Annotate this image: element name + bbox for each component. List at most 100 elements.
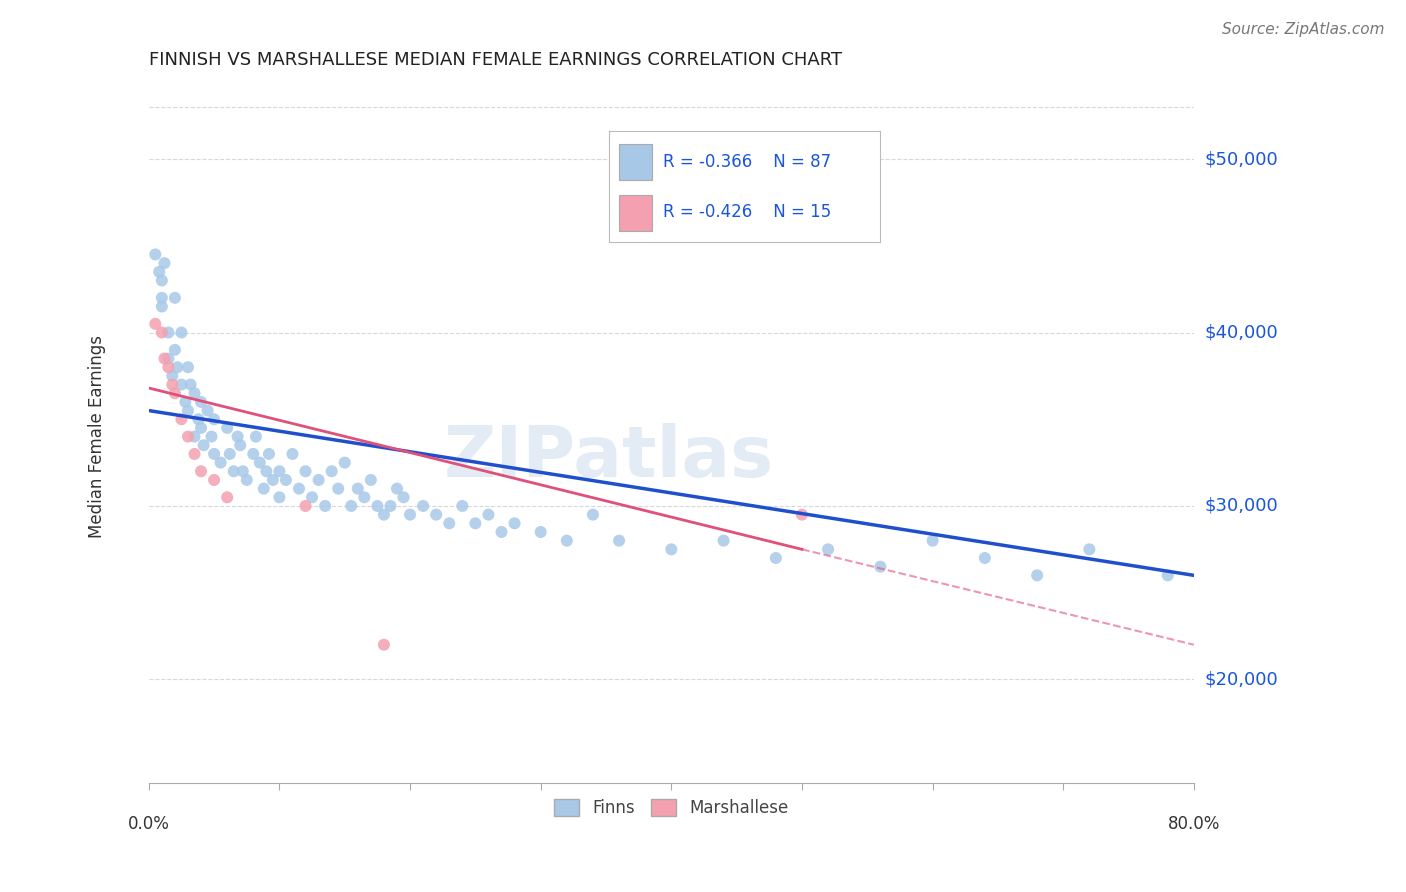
Point bbox=[150, 291, 173, 305]
Point bbox=[183, 386, 205, 401]
Point bbox=[180, 377, 202, 392]
Point bbox=[477, 508, 499, 522]
Point bbox=[412, 499, 434, 513]
Point bbox=[530, 524, 553, 539]
Point bbox=[183, 447, 205, 461]
Point bbox=[163, 343, 186, 357]
Point bbox=[229, 438, 252, 452]
Point bbox=[177, 429, 200, 443]
Point bbox=[174, 395, 197, 409]
Point bbox=[346, 482, 368, 496]
Point bbox=[177, 403, 200, 417]
Point bbox=[281, 447, 304, 461]
Point bbox=[294, 499, 316, 513]
Point bbox=[385, 482, 408, 496]
Point bbox=[314, 499, 336, 513]
Point bbox=[162, 368, 184, 383]
Point bbox=[150, 300, 173, 314]
Point bbox=[392, 491, 415, 505]
Point bbox=[380, 499, 402, 513]
Point bbox=[177, 360, 200, 375]
Point bbox=[582, 508, 605, 522]
Point bbox=[170, 412, 193, 426]
Text: $20,000: $20,000 bbox=[1205, 671, 1278, 689]
Point bbox=[288, 482, 311, 496]
Legend: Finns, Marshallese: Finns, Marshallese bbox=[547, 792, 796, 823]
Point bbox=[921, 533, 943, 548]
Point bbox=[197, 403, 219, 417]
Point bbox=[399, 508, 422, 522]
Point bbox=[294, 464, 316, 478]
Point bbox=[157, 326, 180, 340]
Point bbox=[869, 559, 891, 574]
Point bbox=[765, 551, 787, 566]
Point bbox=[202, 447, 225, 461]
Point bbox=[713, 533, 735, 548]
Point bbox=[353, 491, 375, 505]
Point bbox=[245, 429, 267, 443]
Point bbox=[209, 456, 232, 470]
Text: 0.0%: 0.0% bbox=[128, 814, 170, 833]
Point bbox=[232, 464, 254, 478]
Text: $50,000: $50,000 bbox=[1205, 150, 1278, 168]
Point bbox=[242, 447, 264, 461]
Point bbox=[153, 351, 176, 366]
Point bbox=[193, 438, 215, 452]
Point bbox=[190, 464, 212, 478]
Point bbox=[451, 499, 474, 513]
Text: $30,000: $30,000 bbox=[1205, 497, 1278, 515]
Text: Source: ZipAtlas.com: Source: ZipAtlas.com bbox=[1222, 22, 1385, 37]
Point bbox=[222, 464, 245, 478]
Text: Median Female Earnings: Median Female Earnings bbox=[87, 335, 105, 538]
Point bbox=[464, 516, 486, 531]
Point bbox=[148, 265, 170, 279]
Point bbox=[143, 247, 166, 261]
Point bbox=[503, 516, 526, 531]
Point bbox=[170, 377, 193, 392]
Point bbox=[157, 351, 180, 366]
Point bbox=[1078, 542, 1101, 557]
Point bbox=[491, 524, 513, 539]
Point bbox=[150, 326, 173, 340]
Point bbox=[153, 256, 176, 270]
Point bbox=[973, 551, 995, 566]
Point bbox=[555, 533, 578, 548]
Point bbox=[340, 499, 363, 513]
Point bbox=[262, 473, 284, 487]
Point bbox=[253, 482, 276, 496]
Point bbox=[166, 360, 188, 375]
Text: FINNISH VS MARSHALLESE MEDIAN FEMALE EARNINGS CORRELATION CHART: FINNISH VS MARSHALLESE MEDIAN FEMALE EAR… bbox=[149, 51, 842, 69]
Point bbox=[1026, 568, 1049, 582]
Point bbox=[328, 482, 350, 496]
Point bbox=[257, 447, 280, 461]
Point bbox=[190, 421, 212, 435]
Point bbox=[150, 273, 173, 287]
Point bbox=[202, 412, 225, 426]
Point bbox=[321, 464, 343, 478]
Point bbox=[439, 516, 461, 531]
Point bbox=[373, 638, 395, 652]
Point bbox=[269, 491, 291, 505]
Text: $40,000: $40,000 bbox=[1205, 324, 1278, 342]
Point bbox=[157, 360, 180, 375]
Point bbox=[269, 464, 291, 478]
Point bbox=[1157, 568, 1180, 582]
Point bbox=[274, 473, 297, 487]
Point bbox=[217, 421, 239, 435]
Point bbox=[200, 429, 222, 443]
Point bbox=[333, 456, 356, 470]
Point bbox=[187, 412, 209, 426]
Point bbox=[308, 473, 330, 487]
Point bbox=[607, 533, 630, 548]
Point bbox=[143, 317, 166, 331]
Point bbox=[249, 456, 271, 470]
Point bbox=[170, 326, 193, 340]
Point bbox=[218, 447, 240, 461]
Point bbox=[301, 491, 323, 505]
Point bbox=[360, 473, 382, 487]
Point bbox=[790, 508, 813, 522]
Point bbox=[236, 473, 259, 487]
Point bbox=[425, 508, 447, 522]
Point bbox=[217, 491, 239, 505]
Point bbox=[226, 429, 249, 443]
